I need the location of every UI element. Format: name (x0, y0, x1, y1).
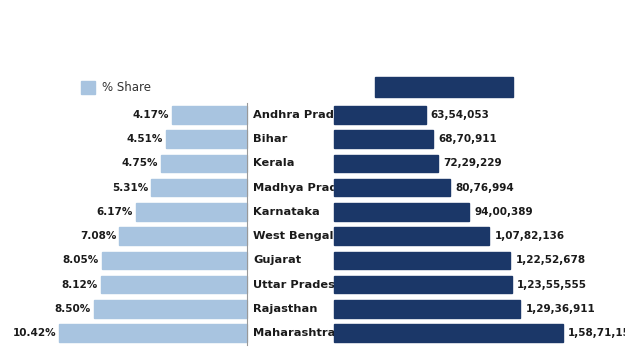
Text: 67% of cumulative doses given so far, are in  10 States: 67% of cumulative doses given so far, ar… (16, 21, 625, 41)
Text: 8.05%: 8.05% (62, 256, 99, 265)
Text: 10.42%: 10.42% (12, 328, 56, 338)
Text: Maharashtra: Maharashtra (253, 328, 336, 338)
Bar (375, 77, 512, 97)
Text: 4.51%: 4.51% (126, 134, 162, 144)
Text: 1,07,82,136: 1,07,82,136 (494, 231, 564, 241)
Text: 68,70,911: 68,70,911 (438, 134, 497, 144)
Bar (59, 324, 247, 342)
Text: 4.75%: 4.75% (122, 158, 158, 168)
Text: 1,58,71,153: 1,58,71,153 (568, 328, 625, 338)
Bar (334, 130, 433, 148)
Bar (334, 252, 511, 269)
Text: West Bengal: West Bengal (253, 231, 334, 241)
Bar (172, 106, 247, 124)
Text: Total Doses Given: Total Doses Given (385, 80, 502, 93)
Text: Karnataka: Karnataka (253, 207, 320, 217)
Bar (161, 155, 247, 172)
Bar (101, 276, 247, 293)
Text: Uttar Pradesh: Uttar Pradesh (253, 280, 343, 290)
Text: 6.17%: 6.17% (96, 207, 132, 217)
Bar (334, 227, 489, 245)
Bar (166, 130, 247, 148)
Bar (94, 300, 247, 318)
Bar (102, 252, 247, 269)
Text: 1,29,36,911: 1,29,36,911 (526, 304, 595, 314)
Bar (334, 300, 521, 318)
Text: Madhya Pradesh: Madhya Pradesh (253, 183, 361, 193)
Text: Rajasthan: Rajasthan (253, 304, 318, 314)
Text: 4.17%: 4.17% (132, 110, 169, 120)
Text: % Share: % Share (102, 81, 151, 94)
Bar (151, 179, 247, 196)
Bar (334, 155, 438, 172)
Text: 7.08%: 7.08% (80, 231, 116, 241)
Text: Andhra Pradesh: Andhra Pradesh (253, 110, 357, 120)
Text: 63,54,053: 63,54,053 (431, 110, 489, 120)
Text: 94,00,389: 94,00,389 (474, 207, 533, 217)
Bar (334, 276, 512, 293)
Text: 1,22,52,678: 1,22,52,678 (516, 256, 586, 265)
Bar (81, 81, 95, 94)
Text: Bihar: Bihar (253, 134, 288, 144)
Text: 1,23,55,555: 1,23,55,555 (517, 280, 587, 290)
Bar (334, 324, 562, 342)
Text: 5.31%: 5.31% (112, 183, 148, 193)
Bar (334, 106, 426, 124)
Text: 8.12%: 8.12% (61, 280, 98, 290)
Bar (136, 203, 247, 221)
Text: Gujarat: Gujarat (253, 256, 301, 265)
Text: 72,29,229: 72,29,229 (443, 158, 502, 168)
Text: 80,76,994: 80,76,994 (456, 183, 514, 193)
Bar (119, 227, 247, 245)
Bar (334, 203, 469, 221)
Bar (334, 179, 451, 196)
Text: Kerala: Kerala (253, 158, 294, 168)
Text: 8.50%: 8.50% (54, 304, 91, 314)
